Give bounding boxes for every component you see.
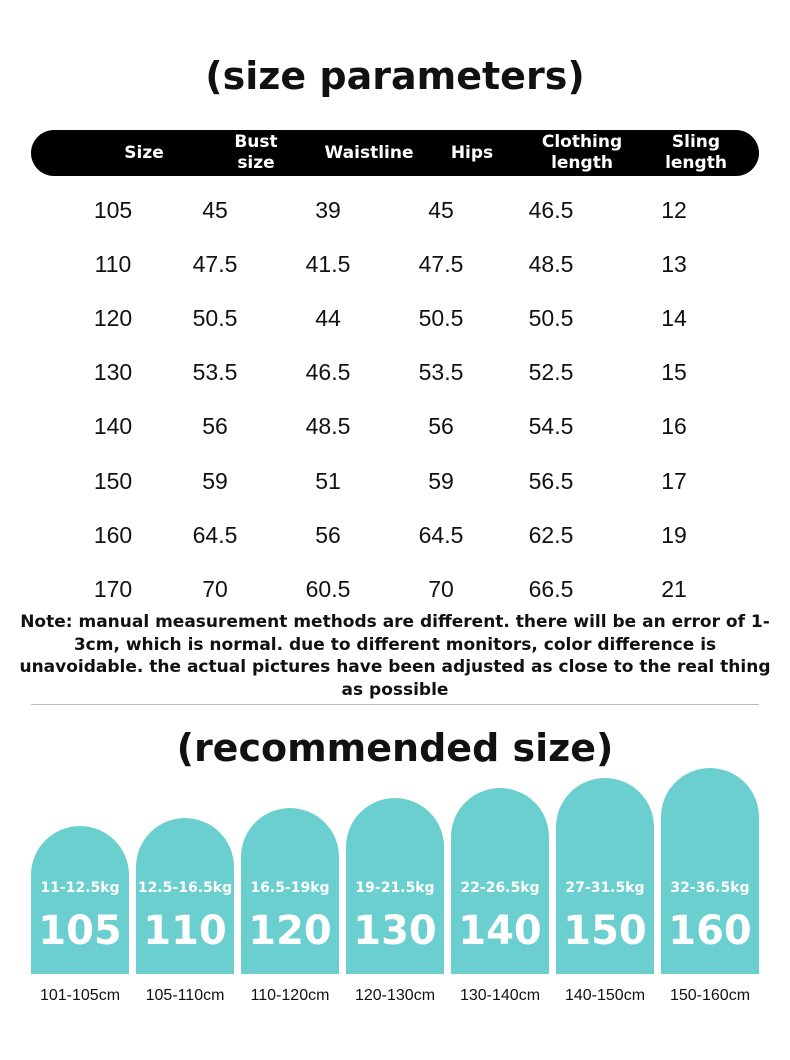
weight-range: 22-26.5kg <box>460 880 540 896</box>
table-cell: 56 <box>315 521 341 548</box>
header-bust-size: Bust size <box>234 132 278 173</box>
height-range: 101-105cm <box>39 987 121 1004</box>
table-cell: 70 <box>202 575 228 602</box>
size-card: 27-31.5kg 150 <box>556 778 654 974</box>
table-cell: 59 <box>428 467 454 494</box>
table-cell: 120 <box>93 304 133 331</box>
table-cell: 41.5 <box>305 250 351 277</box>
header-waistline: Waistline <box>324 142 414 163</box>
table-cell: 45 <box>202 196 228 223</box>
header-size: Size <box>124 142 164 163</box>
table-cell: 46.5 <box>528 196 574 223</box>
table-cell: 16 <box>661 412 687 439</box>
table-cell: 56 <box>428 412 454 439</box>
table-cell: 59 <box>202 467 228 494</box>
table-cell: 21 <box>661 575 687 602</box>
height-range: 140-150cm <box>564 987 646 1004</box>
divider <box>31 704 759 705</box>
size-number: 150 <box>563 908 647 954</box>
table-cell: 15 <box>661 358 687 385</box>
table-cell: 46.5 <box>305 358 351 385</box>
table-cell: 56 <box>202 412 228 439</box>
table-cell: 52.5 <box>528 358 574 385</box>
table-cell: 150 <box>93 467 133 494</box>
size-card: 32-36.5kg 160 <box>661 768 759 974</box>
table-cell: 50.5 <box>192 304 238 331</box>
weight-range: 32-36.5kg <box>670 880 750 896</box>
table-cell: 45 <box>428 196 454 223</box>
header-sling-length: Sling length <box>665 132 727 173</box>
weight-range: 12.5-16.5kg <box>137 880 233 896</box>
table-cell: 66.5 <box>528 575 574 602</box>
table-cell: 47.5 <box>418 250 464 277</box>
table-cell: 70 <box>428 575 454 602</box>
size-number: 120 <box>248 908 332 954</box>
weight-range: 19-21.5kg <box>355 880 435 896</box>
table-row: 150 59 51 59 56.5 17 <box>0 461 790 501</box>
table-cell: 50.5 <box>528 304 574 331</box>
table-cell: 54.5 <box>528 412 574 439</box>
weight-range: 16.5-19kg <box>250 880 330 896</box>
table-cell: 47.5 <box>192 250 238 277</box>
table-cell: 56.5 <box>528 467 574 494</box>
table-cell: 48.5 <box>528 250 574 277</box>
table-cell: 50.5 <box>418 304 464 331</box>
table-cell: 60.5 <box>305 575 351 602</box>
table-cell: 14 <box>661 304 687 331</box>
size-parameters-title: (size parameters) <box>205 54 585 98</box>
table-cell: 13 <box>661 250 687 277</box>
size-card: 22-26.5kg 140 <box>451 788 549 974</box>
table-cell: 48.5 <box>305 412 351 439</box>
height-range: 120-130cm <box>354 987 436 1004</box>
size-card: 12.5-16.5kg 110 <box>136 818 234 974</box>
table-cell: 17 <box>661 467 687 494</box>
header-hips: Hips <box>450 142 494 163</box>
table-cell: 53.5 <box>418 358 464 385</box>
table-cell: 105 <box>93 196 133 223</box>
table-row: 110 47.5 41.5 47.5 48.5 13 <box>0 244 790 284</box>
table-cell: 19 <box>661 521 687 548</box>
table-cell: 160 <box>93 521 133 548</box>
size-number: 140 <box>458 908 542 954</box>
table-cell: 64.5 <box>192 521 238 548</box>
table-row: 130 53.5 46.5 53.5 52.5 15 <box>0 352 790 392</box>
weight-range: 27-31.5kg <box>565 880 645 896</box>
size-number: 110 <box>143 908 227 954</box>
table-row: 120 50.5 44 50.5 50.5 14 <box>0 298 790 338</box>
size-card: 19-21.5kg 130 <box>346 798 444 974</box>
table-cell: 130 <box>93 358 133 385</box>
table-cell: 51 <box>315 467 341 494</box>
size-number: 130 <box>353 908 437 954</box>
table-cell: 110 <box>94 250 132 277</box>
height-range: 105-110cm <box>145 987 225 1004</box>
table-row: 170 70 60.5 70 66.5 21 <box>0 569 790 609</box>
size-card: 11-12.5kg 105 <box>31 826 129 974</box>
table-cell: 62.5 <box>528 521 574 548</box>
table-cell: 12 <box>661 196 687 223</box>
table-row: 160 64.5 56 64.5 62.5 19 <box>0 515 790 555</box>
height-range: 150-160cm <box>669 987 751 1004</box>
height-range: 130-140cm <box>459 987 541 1004</box>
table-cell: 39 <box>315 196 341 223</box>
size-number: 105 <box>38 908 122 954</box>
table-cell: 140 <box>93 412 133 439</box>
table-cell: 170 <box>93 575 133 602</box>
measurement-note: Note: manual measurement methods are dif… <box>19 612 771 700</box>
table-row: 105 45 39 45 46.5 12 <box>0 190 790 230</box>
weight-range: 11-12.5kg <box>40 880 120 896</box>
header-clothing-length: Clothing length <box>541 132 623 173</box>
size-card: 16.5-19kg 120 <box>241 808 339 974</box>
recommended-size-title: (recommended size) <box>176 726 614 770</box>
table-cell: 53.5 <box>192 358 238 385</box>
table-cell: 64.5 <box>418 521 464 548</box>
size-number: 160 <box>668 908 752 954</box>
height-range: 110-120cm <box>250 987 330 1004</box>
table-cell: 44 <box>315 304 341 331</box>
table-row: 140 56 48.5 56 54.5 16 <box>0 406 790 446</box>
table-header: Size Bust size Waistline Hips Clothing len… <box>31 130 759 176</box>
